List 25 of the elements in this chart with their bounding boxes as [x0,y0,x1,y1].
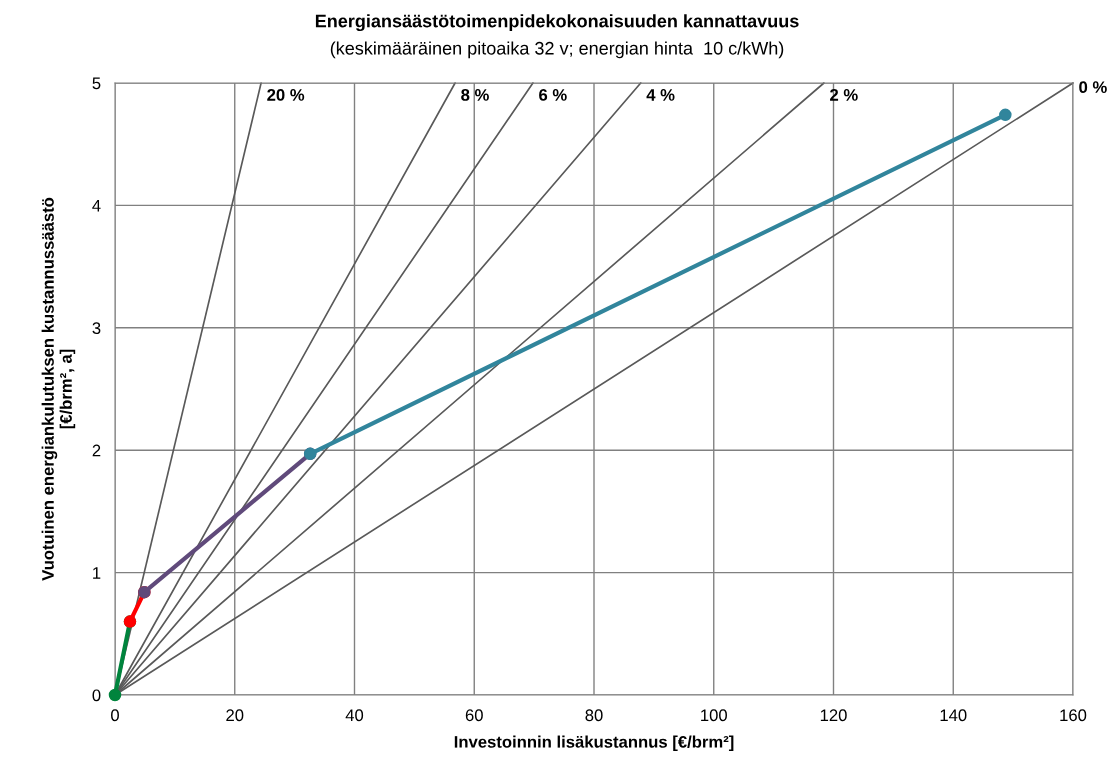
y-tick-label: 3 [92,322,101,334]
series-label: 2 % [830,89,858,101]
x-tick-label: 80 [585,709,603,722]
x-tick-label: 160 [1060,709,1087,722]
series-label: 0 % [1079,81,1107,94]
x-tick-label: 40 [345,709,364,722]
x-tick-label: 100 [701,709,727,722]
y-axis-title: Vuotuinen energiankulutuksen kustannussäästö [€/brm², a] [41,197,76,581]
series-label: 20 % [267,89,305,101]
chart-subtitle: (keskimääräinen pitoaika 32 v; energian hinta 10 c/kWh) [330,41,784,59]
series-label: 4 % [646,89,675,101]
x-tick-label: 20 [226,709,244,722]
y-tick-label: 5 [92,77,101,90]
x-tick-label: 60 [465,709,483,722]
x-tick-label: 0 [111,709,119,722]
x-tick-label: 120 [820,709,847,722]
y-tick-label: 4 [92,199,101,212]
y-tick-label: 2 [92,444,101,457]
x-axis-title: Investoinnin lisäkustannus [€/brm²] [454,735,734,752]
series-label: 6 % [539,89,567,101]
x-tick-label: 140 [940,709,967,722]
y-tick-label: 0 [92,689,101,702]
chart-title: Energiansäästötoimenpidekokonaisuuden kannattavuus [315,14,799,32]
y-tick-label: 1 [93,567,101,579]
series-label: 8 % [461,89,489,101]
